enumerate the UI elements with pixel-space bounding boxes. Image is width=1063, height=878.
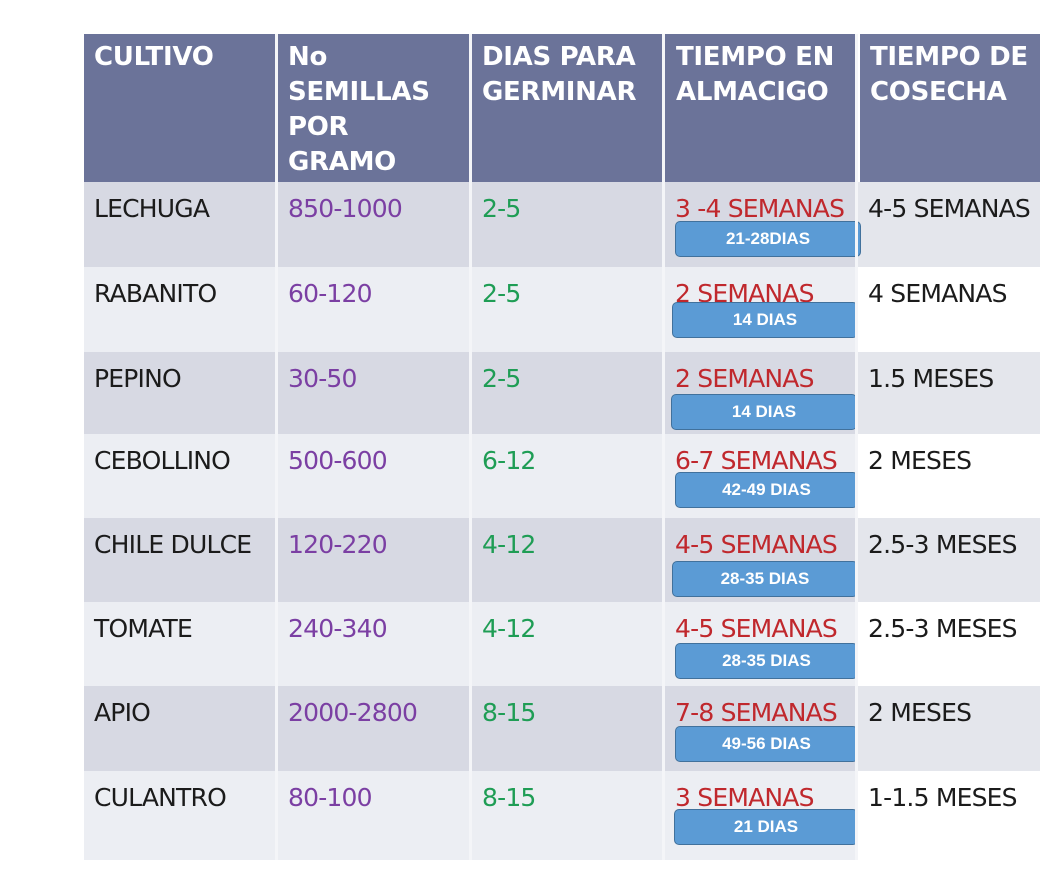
- cell-seedbed: 4-5 SEMANAS: [675, 614, 838, 643]
- days-badge: 14 DIAS: [672, 302, 858, 338]
- cell-crop: LECHUGA: [94, 194, 210, 223]
- cell-seedbed: 3 SEMANAS: [675, 783, 814, 812]
- cell-germination: 8-15: [482, 698, 536, 727]
- cell-crop: TOMATE: [94, 614, 193, 643]
- cell-germination: 2-5: [482, 194, 521, 223]
- cell-seeds: 80-100: [288, 783, 373, 812]
- cell-crop: RABANITO: [94, 279, 217, 308]
- column-divider: [275, 34, 278, 860]
- cell-seeds: 30-50: [288, 364, 357, 393]
- crop-table: CULTIVO No SEMILLAS POR GRAMO DIAS PARA …: [84, 34, 1040, 860]
- cell-harvest: 2.5-3 MESES: [858, 518, 1040, 602]
- cell-harvest: 2.5-3 MESES: [858, 602, 1040, 686]
- days-badge: 28-35 DIAS: [672, 561, 858, 597]
- header-crop: CULTIVO: [94, 42, 214, 72]
- cell-germination: 2-5: [482, 279, 521, 308]
- column-divider: [662, 34, 665, 860]
- days-badge: 21-28DIAS: [675, 221, 861, 257]
- header-germination: DIAS PARA GERMINAR: [482, 42, 637, 107]
- table-header: CULTIVO No SEMILLAS POR GRAMO DIAS PARA …: [84, 34, 1040, 184]
- cell-germination: 8-15: [482, 783, 536, 812]
- cell-crop: PEPINO: [94, 364, 182, 393]
- table-row: CEBOLLINO 500-600 6-12 6-7 SEMANAS 2 MESES: [84, 434, 1040, 518]
- header-seeds: No SEMILLAS POR GRAMO: [288, 42, 430, 177]
- cell-crop: CULANTRO: [94, 783, 227, 812]
- cell-seeds: 240-340: [288, 614, 388, 643]
- column-divider: [469, 34, 472, 860]
- cell-harvest: 1.5 MESES: [858, 352, 1040, 434]
- table-row: PEPINO 30-50 2-5 2 SEMANAS 1.5 MESES: [84, 352, 1040, 434]
- cell-seeds: 2000-2800: [288, 698, 418, 727]
- cell-harvest: 4-5 SEMANAS: [858, 182, 1040, 267]
- column-divider: [855, 34, 858, 860]
- cell-seedbed: 2 SEMANAS: [675, 364, 814, 393]
- cell-germination: 6-12: [482, 446, 536, 475]
- header-harvest: TIEMPO DE COSECHA: [856, 34, 1040, 184]
- cell-seedbed: 7-8 SEMANAS: [675, 698, 838, 727]
- cell-harvest: 4 SEMANAS: [858, 267, 1040, 352]
- header-seedbed: TIEMPO EN ALMACIGO: [676, 42, 835, 107]
- days-badge: 21 DIAS: [674, 809, 858, 845]
- cell-seedbed: 4-5 SEMANAS: [675, 530, 838, 559]
- cell-seeds: 60-120: [288, 279, 373, 308]
- table-row: RABANITO 60-120 2-5 2 SEMANAS 4 SEMANAS: [84, 267, 1040, 352]
- days-badge: 49-56 DIAS: [675, 726, 858, 762]
- cell-germination: 2-5: [482, 364, 521, 393]
- table-row: LECHUGA 850-1000 2-5 3 -4 SEMANAS 4-5 SEMANA…: [84, 182, 1040, 267]
- cell-crop: APIO: [94, 698, 151, 727]
- cell-seeds: 500-600: [288, 446, 388, 475]
- days-badge: 42-49 DIAS: [675, 472, 858, 508]
- cell-harvest: 2 MESES: [858, 686, 1040, 771]
- table-row: TOMATE 240-340 4-12 4-5 SEMANAS 2.5-3 MESES: [84, 602, 1040, 686]
- cell-crop: CEBOLLINO: [94, 446, 231, 475]
- table-row: CHILE DULCE 120-220 4-12 4-5 SEMANAS 2.5-3 M…: [84, 518, 1040, 602]
- cell-germination: 4-12: [482, 614, 536, 643]
- cell-seedbed: 3 -4 SEMANAS: [675, 194, 845, 223]
- cell-crop: CHILE DULCE: [94, 530, 252, 559]
- cell-harvest: 2 MESES: [858, 434, 1040, 518]
- cell-seeds: 120-220: [288, 530, 388, 559]
- table-row: CULANTRO 80-100 8-15 3 SEMANAS 1-1.5 MESES: [84, 771, 1040, 860]
- cell-seedbed: 6-7 SEMANAS: [675, 446, 838, 475]
- cell-harvest: 1-1.5 MESES: [858, 771, 1040, 860]
- table-row: APIO 2000-2800 8-15 7-8 SEMANAS 2 MESES: [84, 686, 1040, 771]
- cell-seeds: 850-1000: [288, 194, 403, 223]
- days-badge: 28-35 DIAS: [675, 643, 858, 679]
- days-badge: 14 DIAS: [671, 394, 857, 430]
- cell-germination: 4-12: [482, 530, 536, 559]
